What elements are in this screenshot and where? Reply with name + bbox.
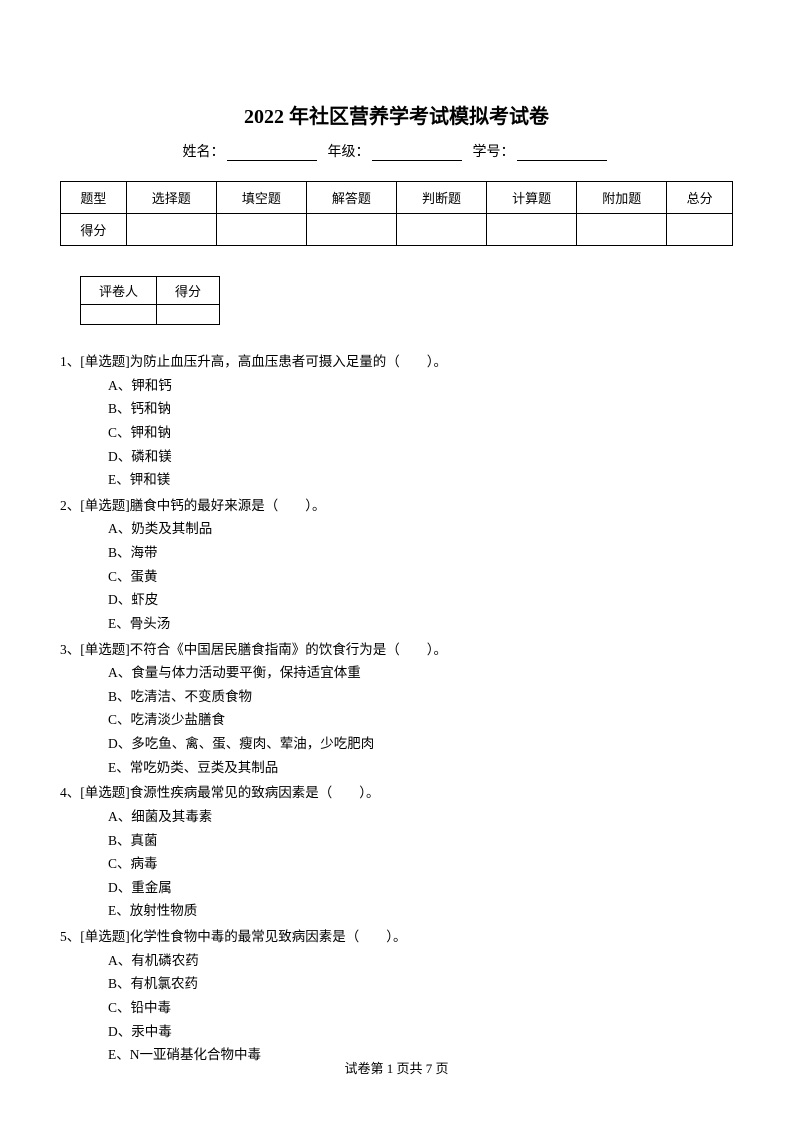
score-row-label: 得分 (61, 214, 127, 246)
option[interactable]: C、铅中毒 (108, 996, 733, 1020)
score-cell[interactable] (306, 214, 396, 246)
question-number: 2、 (60, 498, 80, 513)
option[interactable]: C、钾和钠 (108, 421, 733, 445)
question-text: 为防止血压升高，高血压患者可摄入足量的（ ）。 (130, 354, 447, 369)
page-footer: 试卷第 1 页共 7 页 (0, 1058, 793, 1077)
score-cell[interactable] (126, 214, 216, 246)
score-header-cell: 附加题 (577, 182, 667, 214)
option[interactable]: B、真菌 (108, 829, 733, 853)
question-text: 膳食中钙的最好来源是（ ）。 (130, 498, 326, 513)
option[interactable]: B、吃清洁、不变质食物 (108, 685, 733, 709)
question: 5、[单选题]化学性食物中毒的最常见致病因素是（ ）。A、有机磷农药B、有机氯农… (60, 925, 733, 1067)
question-number: 5、 (60, 929, 80, 944)
options-list: A、奶类及其制品B、海带C、蛋黄D、虾皮E、骨头汤 (60, 517, 733, 635)
question: 4、[单选题]食源性疾病最常见的致病因素是（ ）。A、细菌及其毒素B、真菌C、病… (60, 781, 733, 923)
question-stem: 3、[单选题]不符合《中国居民膳食指南》的饮食行为是（ ）。 (60, 638, 733, 662)
option[interactable]: E、钾和镁 (108, 468, 733, 492)
question-stem: 1、[单选题]为防止血压升高，高血压患者可摄入足量的（ ）。 (60, 350, 733, 374)
score-header-cell: 填空题 (216, 182, 306, 214)
score-header-cell: 计算题 (487, 182, 577, 214)
options-list: A、有机磷农药B、有机氯农药C、铅中毒D、汞中毒E、N一亚硝基化合物中毒 (60, 949, 733, 1067)
question-stem: 5、[单选题]化学性食物中毒的最常见致病因素是（ ）。 (60, 925, 733, 949)
option[interactable]: C、吃清淡少盐膳食 (108, 708, 733, 732)
option[interactable]: A、细菌及其毒素 (108, 805, 733, 829)
grader-cell[interactable] (157, 305, 220, 325)
option[interactable]: D、重金属 (108, 876, 733, 900)
option[interactable]: D、虾皮 (108, 588, 733, 612)
option[interactable]: C、蛋黄 (108, 565, 733, 589)
option[interactable]: B、钙和钠 (108, 397, 733, 421)
score-header-cell: 总分 (667, 182, 733, 214)
option[interactable]: E、骨头汤 (108, 612, 733, 636)
options-list: A、细菌及其毒素B、真菌C、病毒D、重金属E、放射性物质 (60, 805, 733, 923)
option[interactable]: B、海带 (108, 541, 733, 565)
score-cell[interactable] (487, 214, 577, 246)
question-type: [单选题] (80, 785, 130, 800)
grader-header-row: 评卷人 得分 (81, 277, 220, 305)
score-cell[interactable] (577, 214, 667, 246)
question-type: [单选题] (80, 498, 130, 513)
option[interactable]: D、磷和镁 (108, 445, 733, 469)
question-type: [单选题] (80, 642, 130, 657)
score-cell[interactable] (216, 214, 306, 246)
score-cell[interactable] (667, 214, 733, 246)
score-header-cell: 选择题 (126, 182, 216, 214)
grader-header-cell: 得分 (157, 277, 220, 305)
score-header-cell: 解答题 (306, 182, 396, 214)
options-list: A、食量与体力活动要平衡，保持适宜体重B、吃清洁、不变质食物C、吃清淡少盐膳食D… (60, 661, 733, 779)
id-blank[interactable] (517, 145, 607, 161)
question-type: [单选题] (80, 354, 130, 369)
footer-prefix: 试卷第 (344, 1061, 386, 1076)
footer-middle: 页共 (393, 1061, 426, 1076)
question-number: 1、 (60, 354, 80, 369)
grader-value-row (81, 305, 220, 325)
question: 3、[单选题]不符合《中国居民膳食指南》的饮食行为是（ ）。A、食量与体力活动要… (60, 638, 733, 780)
score-table: 题型 选择题 填空题 解答题 判断题 计算题 附加题 总分 得分 (60, 181, 733, 246)
grader-table: 评卷人 得分 (80, 276, 220, 325)
question-number: 3、 (60, 642, 80, 657)
question-type: [单选题] (80, 929, 130, 944)
question-text: 化学性食物中毒的最常见致病因素是（ ）。 (130, 929, 407, 944)
option[interactable]: A、有机磷农药 (108, 949, 733, 973)
option[interactable]: A、食量与体力活动要平衡，保持适宜体重 (108, 661, 733, 685)
question-text: 食源性疾病最常见的致病因素是（ ）。 (130, 785, 380, 800)
score-table-value-row: 得分 (61, 214, 733, 246)
option[interactable]: D、多吃鱼、禽、蛋、瘦肉、荤油，少吃肥肉 (108, 732, 733, 756)
question: 1、[单选题]为防止血压升高，高血压患者可摄入足量的（ ）。A、钾和钙B、钙和钠… (60, 350, 733, 492)
name-blank[interactable] (227, 145, 317, 161)
footer-suffix: 页 (432, 1061, 448, 1076)
grader-cell[interactable] (81, 305, 157, 325)
questions-container: 1、[单选题]为防止血压升高，高血压患者可摄入足量的（ ）。A、钾和钙B、钙和钠… (60, 350, 733, 1067)
question: 2、[单选题]膳食中钙的最好来源是（ ）。A、奶类及其制品B、海带C、蛋黄D、虾… (60, 494, 733, 636)
id-label: 学号： (473, 145, 515, 160)
grader-header-cell: 评卷人 (81, 277, 157, 305)
student-info-line: 姓名： 年级： 学号： (60, 141, 733, 161)
name-label: 姓名： (183, 145, 225, 160)
option[interactable]: A、钾和钙 (108, 374, 733, 398)
exam-title: 2022 年社区营养学考试模拟考试卷 (60, 100, 733, 129)
grade-label: 年级： (328, 145, 370, 160)
score-header-cell: 题型 (61, 182, 127, 214)
option[interactable]: E、放射性物质 (108, 899, 733, 923)
score-table-header-row: 题型 选择题 填空题 解答题 判断题 计算题 附加题 总分 (61, 182, 733, 214)
option[interactable]: C、病毒 (108, 852, 733, 876)
score-cell[interactable] (396, 214, 486, 246)
score-header-cell: 判断题 (396, 182, 486, 214)
question-number: 4、 (60, 785, 80, 800)
question-stem: 2、[单选题]膳食中钙的最好来源是（ ）。 (60, 494, 733, 518)
options-list: A、钾和钙B、钙和钠C、钾和钠D、磷和镁E、钾和镁 (60, 374, 733, 492)
grade-blank[interactable] (372, 145, 462, 161)
option[interactable]: D、汞中毒 (108, 1020, 733, 1044)
option[interactable]: E、常吃奶类、豆类及其制品 (108, 756, 733, 780)
question-text: 不符合《中国居民膳食指南》的饮食行为是（ ）。 (130, 642, 447, 657)
option[interactable]: A、奶类及其制品 (108, 517, 733, 541)
question-stem: 4、[单选题]食源性疾病最常见的致病因素是（ ）。 (60, 781, 733, 805)
option[interactable]: B、有机氯农药 (108, 972, 733, 996)
